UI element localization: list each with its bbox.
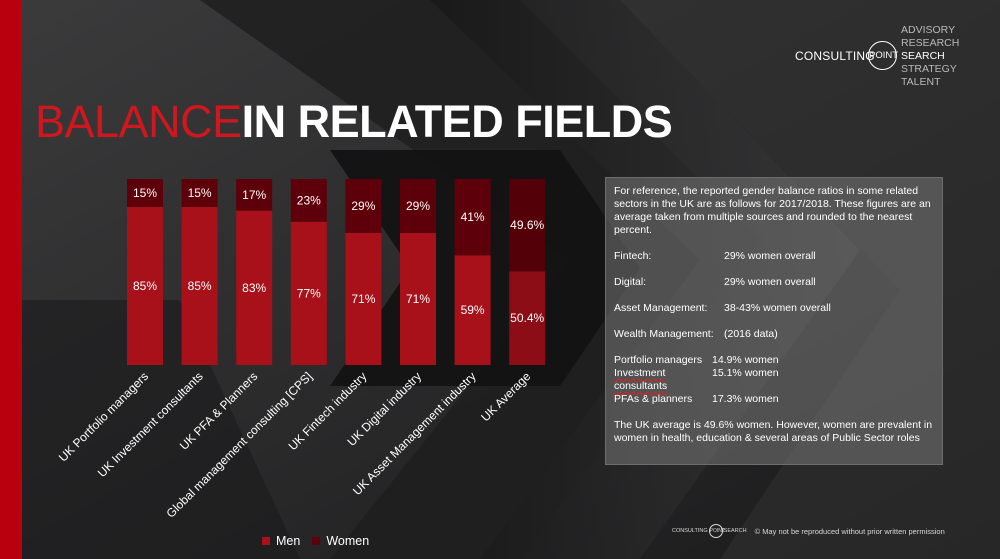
bar-women [454,179,491,256]
legend-label-men: Men [276,534,301,548]
footer-logo-left: CONSULTING [672,528,708,534]
footer-logo-right: SEARCH [723,528,747,534]
data-label-women: 41% [461,210,485,224]
bar-women [509,179,546,272]
info-row-investment-consultants: Investment consultants 15.1% women [614,367,934,393]
info-row-wealth-management: Wealth Management: (2016 data) [614,328,934,341]
info-value: (2016 data) [724,328,778,340]
legend-men: Men [262,534,300,548]
info-value: 29% women overall [724,276,816,288]
bar-men [454,255,491,365]
data-label-men: 50.4% [510,311,544,325]
bar-women [236,179,273,211]
data-label-men: 71% [406,292,430,306]
legend-swatch-men [262,537,270,545]
data-label-men: 77% [297,286,321,300]
category-label: UK Portfolio managers [56,369,151,464]
chart-legend: Men Women [262,534,381,548]
logo-name-left: CONSULTING [795,49,875,63]
logo-services: ADVISORY RESEARCH SEARCH STRATEGY TALENT [901,24,959,89]
info-row-digital: Digital: 29% women overall [614,276,934,289]
left-accent-bar [0,0,22,559]
info-value: 38-43% women overall [724,302,831,314]
info-label: Wealth Management: [614,328,714,340]
service-strategy: STRATEGY [901,63,957,75]
info-value: 15.1% women [712,367,779,379]
data-label-women: 29% [406,199,430,213]
category-label: UK Average [478,369,533,424]
bar-women [400,179,436,233]
info-panel: For reference, the reported gender balan… [605,177,943,465]
service-talent: TALENT [901,76,941,88]
legend-women: Women [312,534,369,548]
data-label-men: 85% [133,279,157,293]
data-label-women: 15% [188,186,212,200]
bar-men [400,232,436,365]
data-label-women: 17% [242,188,266,202]
info-value: 14.9% women [712,354,779,366]
legend-swatch-women [312,537,321,545]
info-value: 17.3% women [712,393,779,405]
service-search: SEARCH [901,50,945,62]
logo-point-circle: POINT [868,41,898,70]
bar-women [345,179,382,233]
info-label: Portfolio managers [614,354,703,366]
info-outro: The UK average is 49.6% women. However, … [614,419,933,444]
info-value: 29% women overall [724,250,816,262]
bar-men [181,206,218,365]
title-balance: BALANCE [35,96,242,147]
info-label: Fintech: [614,250,652,262]
info-row-pfas-planners: PFAs & planners 17.3% women [614,393,934,406]
service-research: RESEARCH [901,37,960,49]
info-row-portfolio-managers: Portfolio managers 14.9% women [614,354,934,367]
page-title: BALANCEIN RELATED FIELDS [35,94,673,150]
info-intro: For reference, the reported gender balan… [614,185,931,236]
bar-women [181,179,218,207]
title-related-fields: IN RELATED FIELDS [241,96,673,147]
bar-men [345,232,382,365]
info-label: Asset Management: [614,302,708,314]
data-label-men: 85% [188,279,212,293]
service-advisory: ADVISORY [901,24,956,36]
data-label-women: 15% [133,186,157,200]
footer-notice: © May not be reproduced without prior wr… [754,526,945,536]
bar-men [509,271,546,365]
data-label-men: 83% [242,281,266,295]
category-label: UK Investment consultants [95,369,206,480]
data-label-women: 29% [351,199,375,213]
info-row-asset-management: Asset Management: 38-43% women overall [614,302,934,315]
info-label: Digital: [614,276,647,288]
footer: CONSULTING POINT SEARCH © May not be rep… [672,524,945,538]
footer-logo-circle: POINT [708,524,725,538]
bar-women [127,179,163,207]
bar-women [290,179,327,222]
data-label-women: 49.6% [510,218,544,232]
info-row-fintech: Fintech: 29% women overall [614,250,934,263]
legend-label-women: Women [326,534,370,548]
bar-men [290,221,327,365]
data-label-men: 59% [461,303,485,317]
footer-mini-logo: CONSULTING POINT SEARCH [672,524,747,538]
info-label: PFAs & planners [614,393,693,405]
bar-men [236,210,273,365]
info-label: Investment consultants [614,367,668,392]
data-label-men: 71% [351,292,375,306]
data-label-women: 23% [297,193,321,207]
bar-men [127,206,163,365]
